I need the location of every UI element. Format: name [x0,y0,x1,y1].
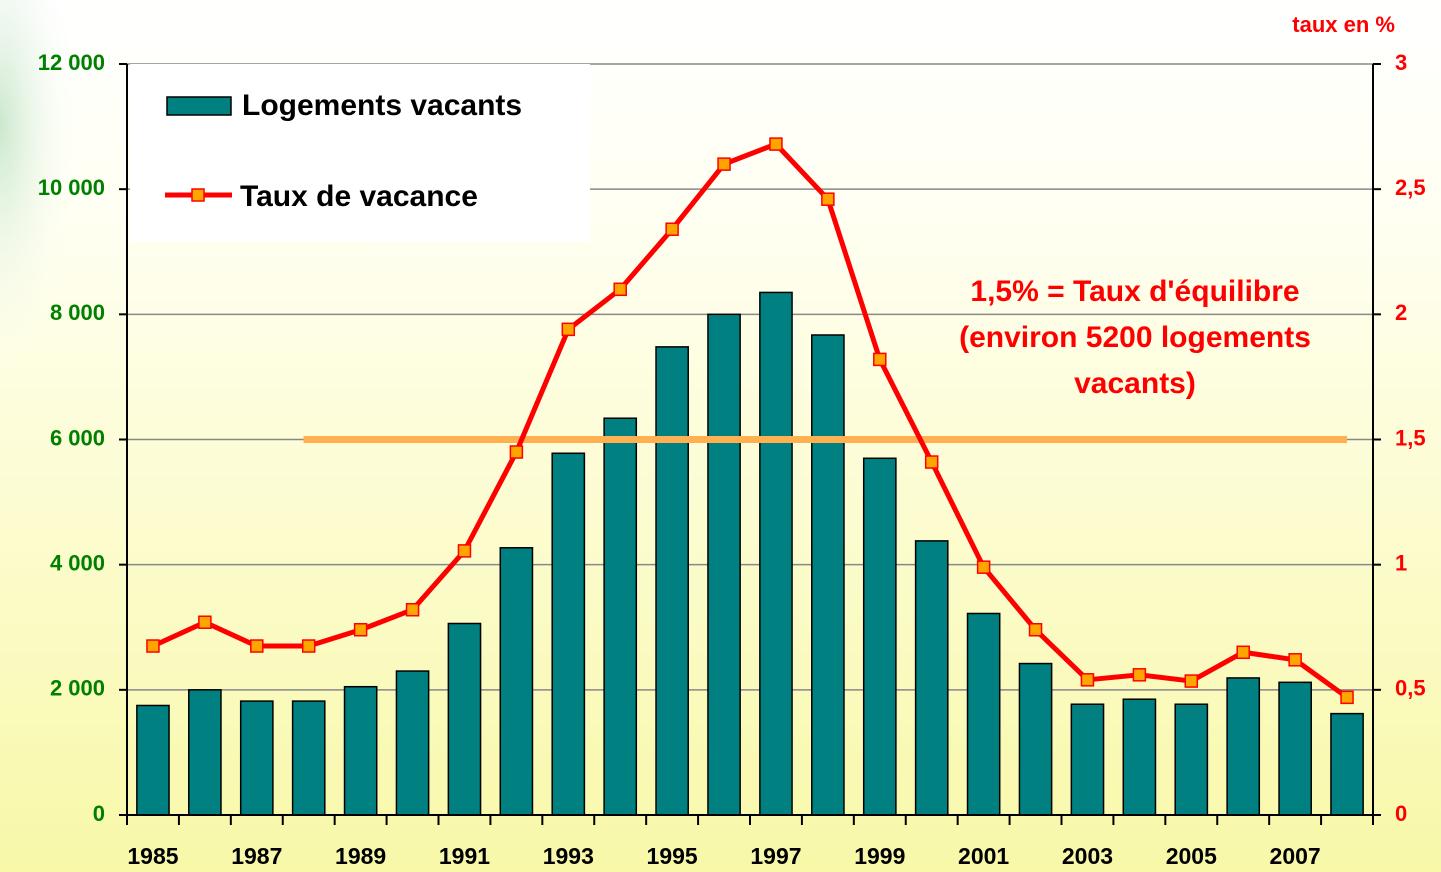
line-marker [561,322,576,337]
legend-swatch [166,96,232,116]
x-tick-label: 1991 [439,843,490,869]
y-tick-label: 8 000 [50,300,105,325]
line-marker [821,192,835,206]
y2-axis-label: taux en % [1292,12,1395,37]
y2-tick-label: 1,5 [1395,425,1426,450]
y-tick-label: 12 000 [38,50,105,75]
x-tick-label: 2005 [1166,843,1217,869]
bar [1226,677,1261,816]
line-series [151,141,1349,700]
line-marker [1340,690,1354,705]
y-tick-label: 0 [93,801,105,826]
line-marker [1236,645,1250,660]
bar [966,612,1001,816]
bar [551,452,586,816]
line-marker [873,352,887,367]
bar [1122,698,1157,816]
y2-tick-label: 2,5 [1395,175,1426,200]
legend-box [130,64,590,242]
bar [811,334,845,816]
bar [447,622,482,816]
line-marker [146,639,160,653]
bar [395,670,430,816]
x-tick-label: 1987 [231,843,282,869]
bar [655,346,689,816]
line-marker [405,602,420,617]
line-marker [509,445,524,459]
bar [1174,703,1209,816]
x-tick-label: 1999 [854,843,905,869]
x-tick-label: 2003 [1062,843,1113,869]
bar [759,291,793,816]
line-marker [457,544,472,558]
bar [603,417,638,816]
line-marker [717,157,731,171]
x-tick-label: 1993 [543,843,594,869]
line-marker [665,222,679,236]
line-marker [613,282,627,297]
line-marker [1288,653,1302,667]
bar [136,704,170,816]
line-marker [301,639,316,653]
x-tick-label: 1997 [750,843,801,869]
line-marker [1028,623,1043,637]
y-tick-label: 6 000 [50,425,105,450]
y2-tick-label: 0 [1395,801,1407,826]
bar [707,313,741,816]
line-marker [1132,668,1147,682]
annotation: 1,5% = Taux d'équilibre [970,275,1299,308]
x-tick-label: 2001 [958,843,1009,869]
bar [291,700,326,816]
y2-tick-label: 1 [1395,550,1407,575]
y-tick-label: 2 000 [50,676,105,701]
line-marker [250,639,264,653]
bar [1070,703,1105,816]
annotation: vacants) [1074,367,1196,400]
legend-marker [191,188,205,202]
y-tick-label: 4 000 [50,550,105,575]
line-marker [1080,673,1095,687]
y2-tick-label: 3 [1395,50,1407,75]
x-tick-label: 2007 [1270,843,1321,869]
y2-tick-label: 2 [1395,300,1407,325]
y2-tick-label: 0,5 [1395,676,1426,701]
bar [914,540,949,816]
bar [862,457,897,816]
x-tick-label: 1989 [335,843,386,869]
bar [1278,681,1312,816]
bar [239,700,274,816]
bar [188,689,222,816]
line-marker [353,623,368,637]
x-tick-label: 1995 [647,843,698,869]
line-marker [1184,674,1199,688]
y-tick-label: 10 000 [38,175,105,200]
line-marker [769,137,783,151]
bar [1330,712,1364,816]
line-marker [924,455,939,469]
x-tick-label: 1985 [127,843,178,869]
annotation: (environ 5200 logements [959,321,1311,354]
legend-label: Taux de vacance [240,180,478,213]
bar [1018,662,1053,816]
line-marker [976,560,991,574]
bar [499,547,534,816]
legend-label: Logements vacants [242,89,522,122]
bar [343,685,378,816]
line-marker [198,615,212,629]
